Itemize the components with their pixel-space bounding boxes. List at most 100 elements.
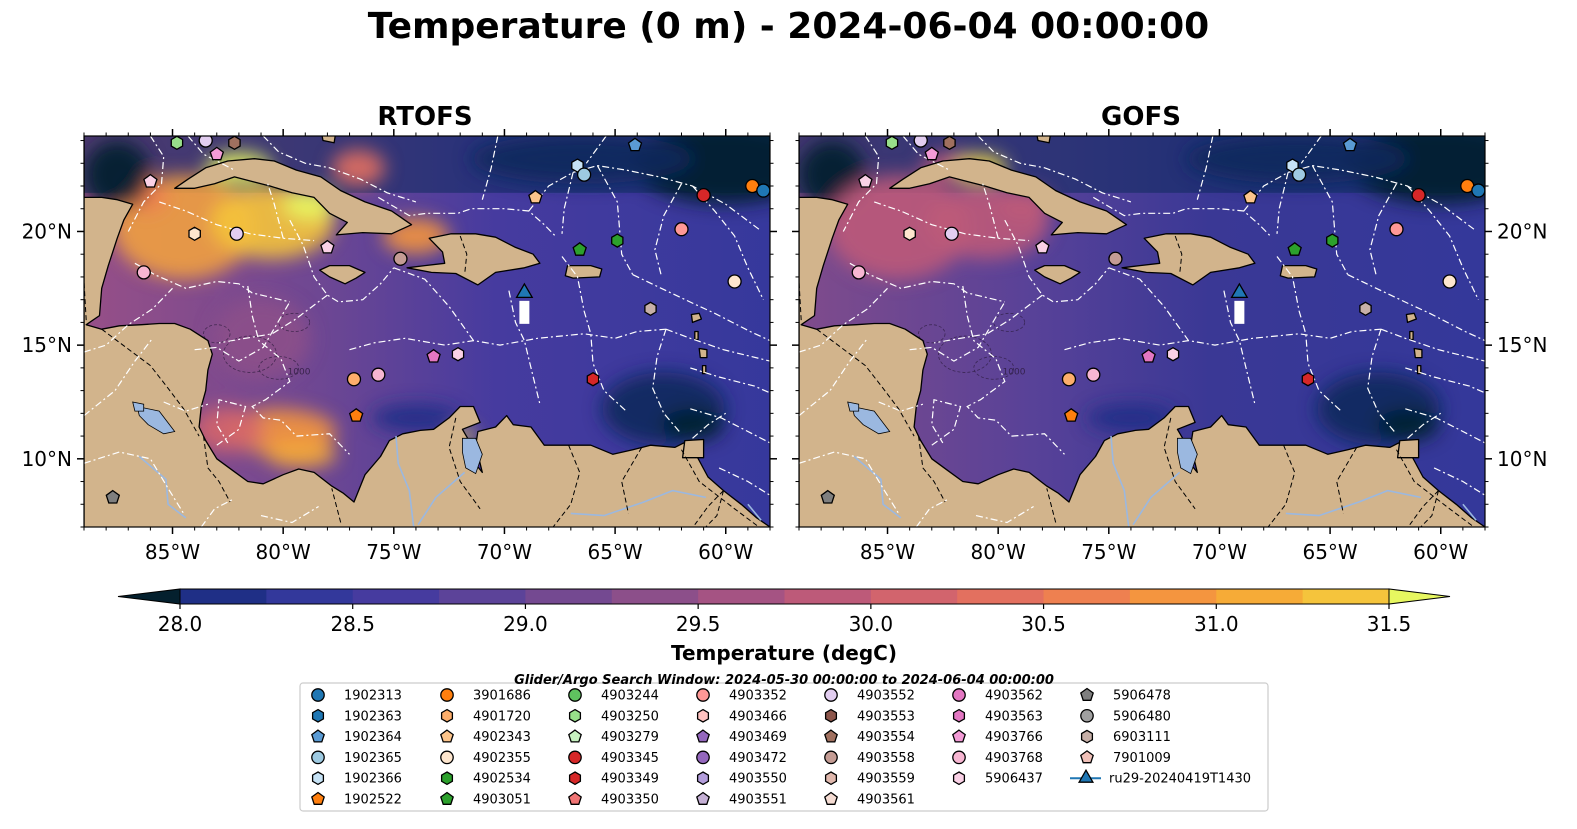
- legend-entry: 6903111: [1080, 729, 1171, 745]
- legend-entry: 4903349: [568, 771, 659, 787]
- legend-label: 1902364: [344, 730, 402, 745]
- legend-entry: 1902313: [311, 688, 402, 704]
- eez-boundary: [654, 183, 683, 278]
- eez-boundary: [1276, 256, 1342, 412]
- river-line: [1132, 471, 1181, 526]
- legend-entry: 4903345: [568, 750, 659, 766]
- river-line: [395, 436, 415, 527]
- legend-label: 4903554: [857, 730, 915, 745]
- eez-boundary: [1064, 337, 1189, 351]
- eez-boundary: [187, 136, 235, 171]
- eez-boundary: [692, 412, 727, 439]
- colorbar-tick-label: 28.0: [158, 612, 203, 636]
- legend-marker: [952, 688, 966, 702]
- colorbar-tick-label: 28.5: [330, 612, 375, 636]
- eez-boundary: [982, 183, 999, 239]
- panel-title-rtofs: RTOFS: [377, 102, 472, 132]
- eez-boundary: [194, 301, 291, 362]
- argo-float-marker: [903, 226, 916, 242]
- eez-boundary: [632, 274, 770, 342]
- eez-boundary: [915, 499, 948, 527]
- legend-entry: 5906480: [1080, 708, 1171, 724]
- colorbar-tick-label: 30.0: [849, 612, 894, 636]
- gofs-map: 1000 85°W 80°W 75°W 70°W 65°W 60°W 20°N 15°N 10°N: [792, 129, 1547, 564]
- eez-boundary: [585, 136, 607, 164]
- eez-boundary: [1300, 136, 1322, 164]
- lake-polygon: [851, 405, 891, 435]
- eez-boundary: [962, 285, 1065, 455]
- eez-boundary: [84, 337, 154, 417]
- argo-float-marker: [696, 187, 711, 203]
- legend-entry: 4903768: [952, 750, 1043, 766]
- legend-entry: 4903561: [824, 791, 915, 808]
- eez-boundary: [799, 287, 888, 353]
- argo-float-marker: [851, 265, 866, 280]
- search-window-label: Glider/Argo Search Window: 2024-05-30 00…: [514, 673, 1054, 688]
- temperature-blob: [84, 140, 151, 209]
- legend-marker: [952, 729, 966, 743]
- legend-marker: [1080, 687, 1094, 701]
- colorbar-tick-label: 29.0: [503, 612, 548, 636]
- argo-float-marker: [1086, 367, 1101, 382]
- legend-marker: [568, 791, 582, 805]
- eez-boundary: [690, 408, 770, 444]
- argo-float-marker: [727, 274, 742, 289]
- map-content: 1000: [84, 136, 770, 527]
- colorbar-segment: [525, 589, 613, 604]
- legend-label: 4903466: [729, 709, 787, 724]
- legend-label: 1902366: [344, 772, 402, 787]
- land-polygon: [690, 312, 703, 324]
- legend-entry: 4903352: [696, 688, 787, 704]
- rtofs-map: 1000 85°W 80°W 75°W 70°W 65°W 60°W 20°N 15°N 10°N: [22, 129, 777, 564]
- colorbar-tick-label: 30.5: [1021, 612, 1066, 636]
- legend-entry: 4903244: [568, 688, 659, 704]
- legend-label: 1902522: [344, 793, 402, 808]
- temperature-blob: [371, 404, 461, 432]
- argo-float-marker: [820, 489, 836, 504]
- lat-tick-label: 20°N: [1497, 219, 1547, 243]
- argo-float-marker: [1108, 251, 1123, 266]
- land-polygon: [1405, 312, 1418, 324]
- legend-label: 4903768: [985, 751, 1043, 766]
- argo-float-marker: [1411, 187, 1426, 203]
- argo-float-marker: [1166, 346, 1180, 362]
- legend-marker: [824, 688, 838, 702]
- colorbar-tick-label: 31.0: [1194, 612, 1239, 636]
- eez-boundary: [1405, 367, 1485, 394]
- lon-tick-label: 75°W: [1081, 540, 1136, 564]
- argo-float-marker: [572, 241, 587, 256]
- legend-marker: [440, 771, 454, 786]
- colorbar-segment: [784, 589, 872, 604]
- legend-marker: [440, 750, 454, 765]
- legend-marker: [311, 729, 325, 743]
- argo-float-marker: [943, 136, 956, 151]
- argo-float-marker: [1326, 233, 1339, 248]
- lon-tick-label: 80°W: [971, 540, 1026, 564]
- legend-label: 4903766: [985, 730, 1043, 745]
- colorbar-segment: [352, 589, 440, 604]
- glider-marker: [1230, 282, 1249, 299]
- argo-float-marker: [1442, 274, 1457, 289]
- glider-marker: [515, 282, 534, 299]
- legend-label: 4903552: [857, 689, 915, 704]
- eez-boundary: [377, 196, 556, 237]
- land-polygon: [174, 158, 413, 236]
- lat-tick-label: 20°N: [22, 219, 72, 243]
- land-polygon: [1034, 264, 1081, 285]
- legend-triangle-marker: [1077, 768, 1095, 783]
- legend-label: 4901720: [473, 709, 531, 724]
- lat-tick-label: 15°N: [1497, 333, 1547, 357]
- legend-label: 4903352: [729, 689, 787, 704]
- legend-marker: [440, 791, 454, 805]
- eez-boundary: [977, 136, 1132, 203]
- legend-entry: 4903466: [696, 708, 787, 724]
- land-polygon: [1121, 233, 1256, 286]
- eez-boundary: [481, 136, 499, 200]
- argo-float-marker: [1389, 222, 1404, 237]
- legend-entry: 7901009: [1080, 750, 1171, 766]
- isobath-contour: [278, 312, 311, 332]
- eez-boundary: [1367, 329, 1395, 432]
- isobath-label: 1000: [1003, 368, 1026, 378]
- legend-label: 7901009: [1113, 751, 1171, 766]
